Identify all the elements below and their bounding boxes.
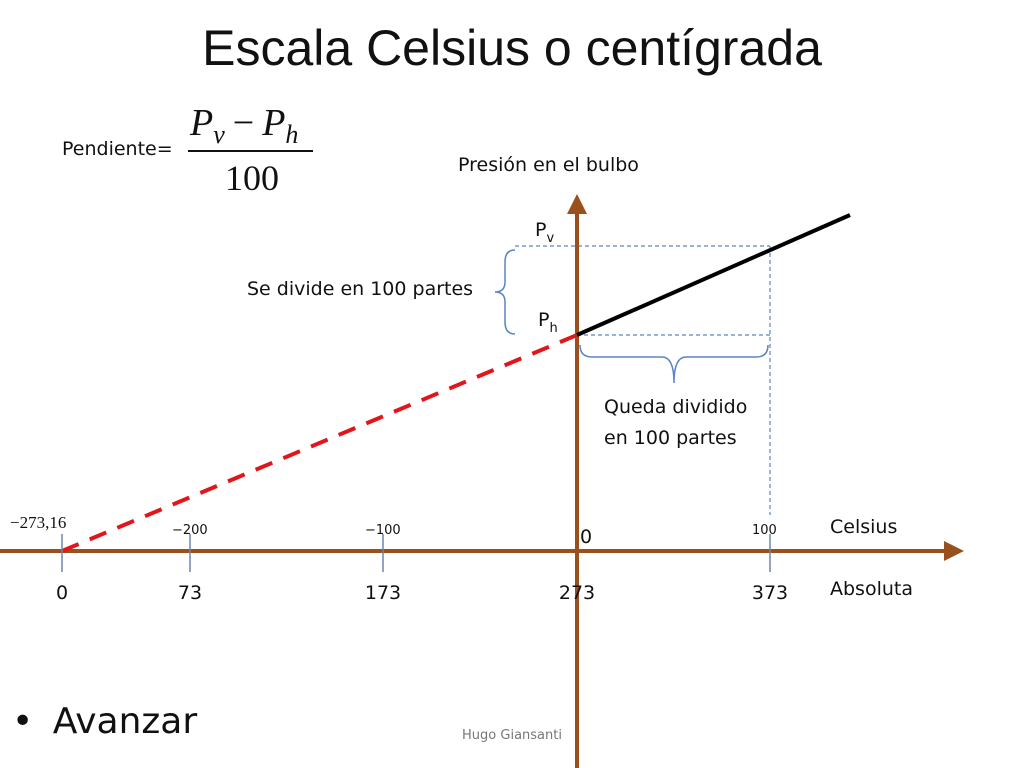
ph-sub: h (549, 321, 557, 336)
title: Escala Celsius o centígrada (202, 20, 822, 76)
celsius-tick-label: 100 (752, 523, 777, 538)
celsius-tick-label: 0 (580, 526, 592, 548)
numerator-base: P (189, 102, 213, 144)
absolute-tick-label: 173 (365, 582, 401, 604)
vertical-axis-label: Presión en el bulbo (458, 154, 639, 176)
extrapolation-line (61, 333, 578, 553)
celsius-tick-label: −100 (365, 523, 401, 538)
bottom-brace-note: Queda dividido (604, 396, 747, 418)
bullet-text: Avanzar (53, 701, 198, 742)
absolute-tick-label: 373 (752, 582, 788, 604)
absolute-tick-label: 73 (178, 582, 202, 604)
absolute-tick-label: 0 (56, 582, 68, 604)
slope-label: Pendiente= (62, 138, 173, 160)
pv-base: P (535, 219, 546, 241)
pv-label: Pv (535, 219, 554, 246)
bottom-brace-note: en 100 partes (604, 427, 737, 449)
bullet: • Avanzar (12, 701, 197, 742)
bottom-brace (579, 344, 769, 384)
celsius-tick-label: −273,16 (10, 513, 66, 532)
left-brace (494, 249, 516, 335)
operator: − (233, 102, 254, 144)
pressure-line (576, 213, 851, 337)
numerator-sub: v (213, 120, 225, 149)
absolute-label: Absoluta (830, 578, 913, 600)
slope-numerator: Pv − Ph (189, 102, 298, 149)
guides (515, 245, 771, 515)
ph-base: P (538, 309, 549, 331)
celsius-tick-label: −200 (172, 523, 208, 538)
ph-label: Ph (538, 309, 558, 336)
numerator-base: P (261, 102, 285, 144)
celsius-label: Celsius (830, 516, 897, 538)
left-brace-note: Se divide en 100 partes (247, 278, 473, 300)
pv-sub: v (546, 231, 554, 246)
absolute-tick-label: 273 (559, 582, 595, 604)
footer: Hugo Giansanti (462, 728, 562, 743)
slope-denominator: 100 (225, 158, 279, 198)
numerator-sub: h (285, 120, 298, 149)
